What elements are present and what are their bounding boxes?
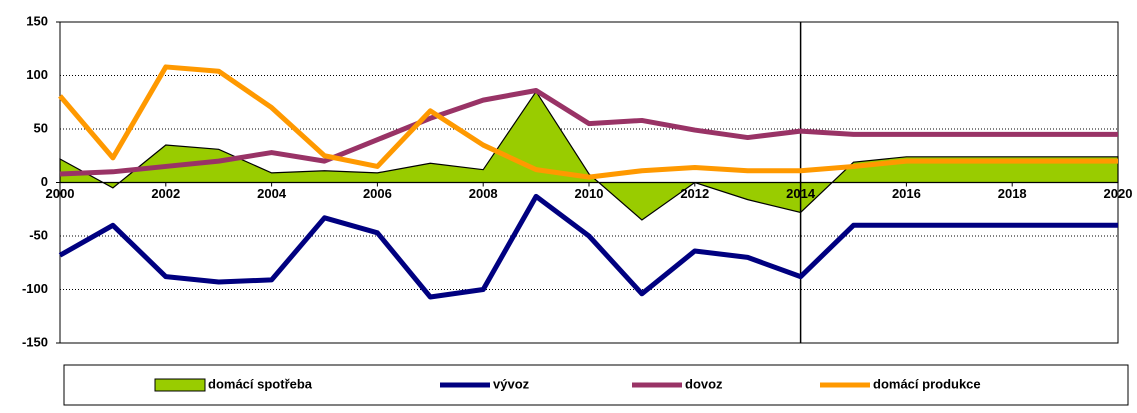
x-tick-label: 2000 — [46, 186, 75, 201]
line — [58, 193, 1118, 300]
x-tick-label: 2010 — [575, 186, 604, 201]
legend-label: vývoz — [493, 376, 530, 391]
x-tick-label: 2012 — [680, 186, 709, 201]
legend-label: domácí produkce — [873, 376, 981, 391]
x-tick-label: 2020 — [1104, 186, 1133, 201]
legend-box — [63, 364, 1129, 406]
x-tick-label: 2018 — [998, 186, 1027, 201]
y-tick-label: -50 — [29, 227, 48, 242]
legend-label: domácí spotřeba — [208, 376, 313, 391]
line — [58, 64, 1118, 180]
x-tick-label: 2004 — [257, 186, 287, 201]
area — [59, 90, 1119, 221]
line — [59, 87, 1118, 177]
x-tick-label: 2002 — [151, 186, 180, 201]
x-tick-label: 2016 — [892, 186, 921, 201]
y-tick-label: -100 — [22, 281, 48, 296]
y-tick-label: -150 — [22, 334, 48, 349]
y-tick-label: 150 — [26, 13, 48, 28]
y-tick-label: 50 — [34, 120, 48, 135]
x-tick-label: 2006 — [363, 186, 392, 201]
legend-swatch — [154, 378, 206, 392]
legend-label: dovoz — [685, 376, 723, 391]
y-tick-label: 100 — [26, 67, 48, 82]
x-tick-label: 2008 — [469, 186, 498, 201]
y-tick-label: 0 — [41, 174, 48, 189]
